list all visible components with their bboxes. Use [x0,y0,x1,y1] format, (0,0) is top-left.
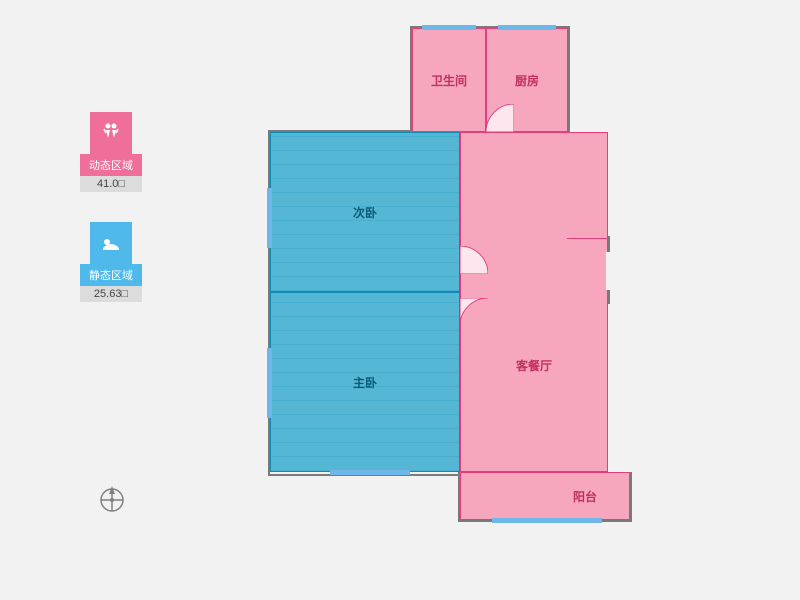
floorplan: 卫生间 厨房 客餐厅 阳台 次卧 主卧 [270,28,670,558]
legend-static-value: 25.63□ [80,286,142,302]
window-1 [422,25,476,30]
room-bed1-label: 主卧 [353,374,377,391]
door-bed2 [460,246,488,274]
legend-dynamic-value: 41.0□ [80,176,142,192]
legend-static-label: 静态区域 [80,264,142,286]
people-icon [90,112,132,154]
door-bed1 [460,298,488,326]
window-5 [330,470,410,475]
window-4 [267,348,272,418]
window-6 [492,518,602,523]
legend-panel: 动态区域 41.0□ 静态区域 25.63□ [80,112,142,332]
door-kitchen [486,104,514,132]
room-bathroom: 卫生间 [412,28,486,132]
room-living-bump [566,238,608,302]
room-kitchen-label: 厨房 [515,72,539,89]
room-bed2: 次卧 [270,132,460,292]
room-balcony: 阳台 [460,472,630,520]
room-bathroom-label: 卫生间 [431,72,467,89]
compass-icon [96,482,128,514]
room-balcony-label: 阳台 [573,488,597,505]
sleep-icon [90,222,132,264]
legend-static: 静态区域 25.63□ [80,222,142,302]
room-living-right-top [460,132,608,238]
room-bed1: 主卧 [270,292,460,472]
room-living-label: 客餐厅 [516,357,552,374]
legend-dynamic: 动态区域 41.0□ [80,112,142,192]
window-3 [267,188,272,248]
window-2 [498,25,556,30]
seam-cover-2 [566,239,570,301]
room-bed2-label: 次卧 [353,204,377,221]
entrance-gap [606,252,612,290]
legend-dynamic-label: 动态区域 [80,154,142,176]
